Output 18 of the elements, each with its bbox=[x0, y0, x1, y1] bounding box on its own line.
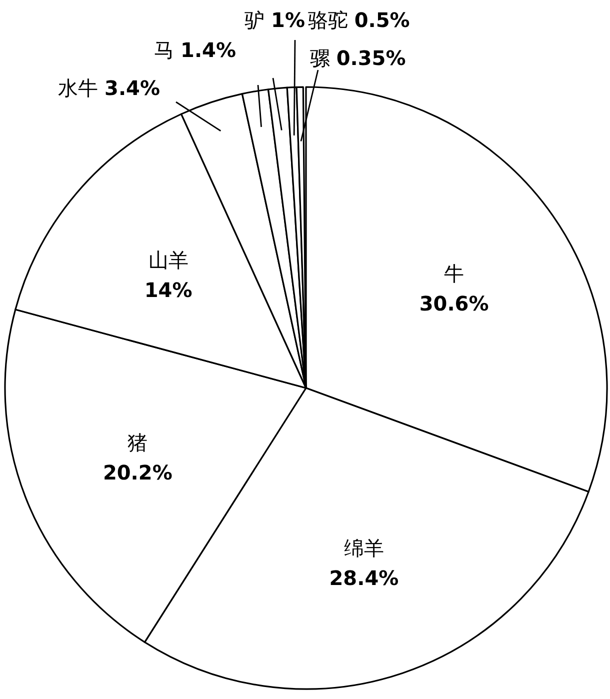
data-label: 1% bbox=[271, 8, 305, 32]
slice-label: 驴 bbox=[244, 8, 272, 32]
data-label: 20.2% bbox=[102, 460, 172, 484]
data-label: 3.4% bbox=[104, 76, 160, 100]
slice-label: 猪 bbox=[128, 430, 148, 454]
slice-label: 水牛 bbox=[58, 76, 105, 100]
data-label: 30.6% bbox=[419, 292, 489, 316]
slice-label: 绵羊 bbox=[344, 536, 384, 560]
data-label: 0.35% bbox=[336, 46, 406, 70]
data-label: 1.4% bbox=[180, 38, 236, 62]
data-label: 14% bbox=[144, 278, 192, 302]
slice-label: 山羊 bbox=[148, 248, 188, 272]
slice-label: 马 bbox=[154, 38, 181, 62]
slice-label: 牛 bbox=[444, 262, 464, 286]
slice-label: 骡 bbox=[310, 46, 336, 70]
data-label: 28.4% bbox=[329, 566, 399, 590]
data-label: 0.5% bbox=[354, 8, 410, 32]
slice-label: 骆驼 bbox=[308, 8, 354, 32]
